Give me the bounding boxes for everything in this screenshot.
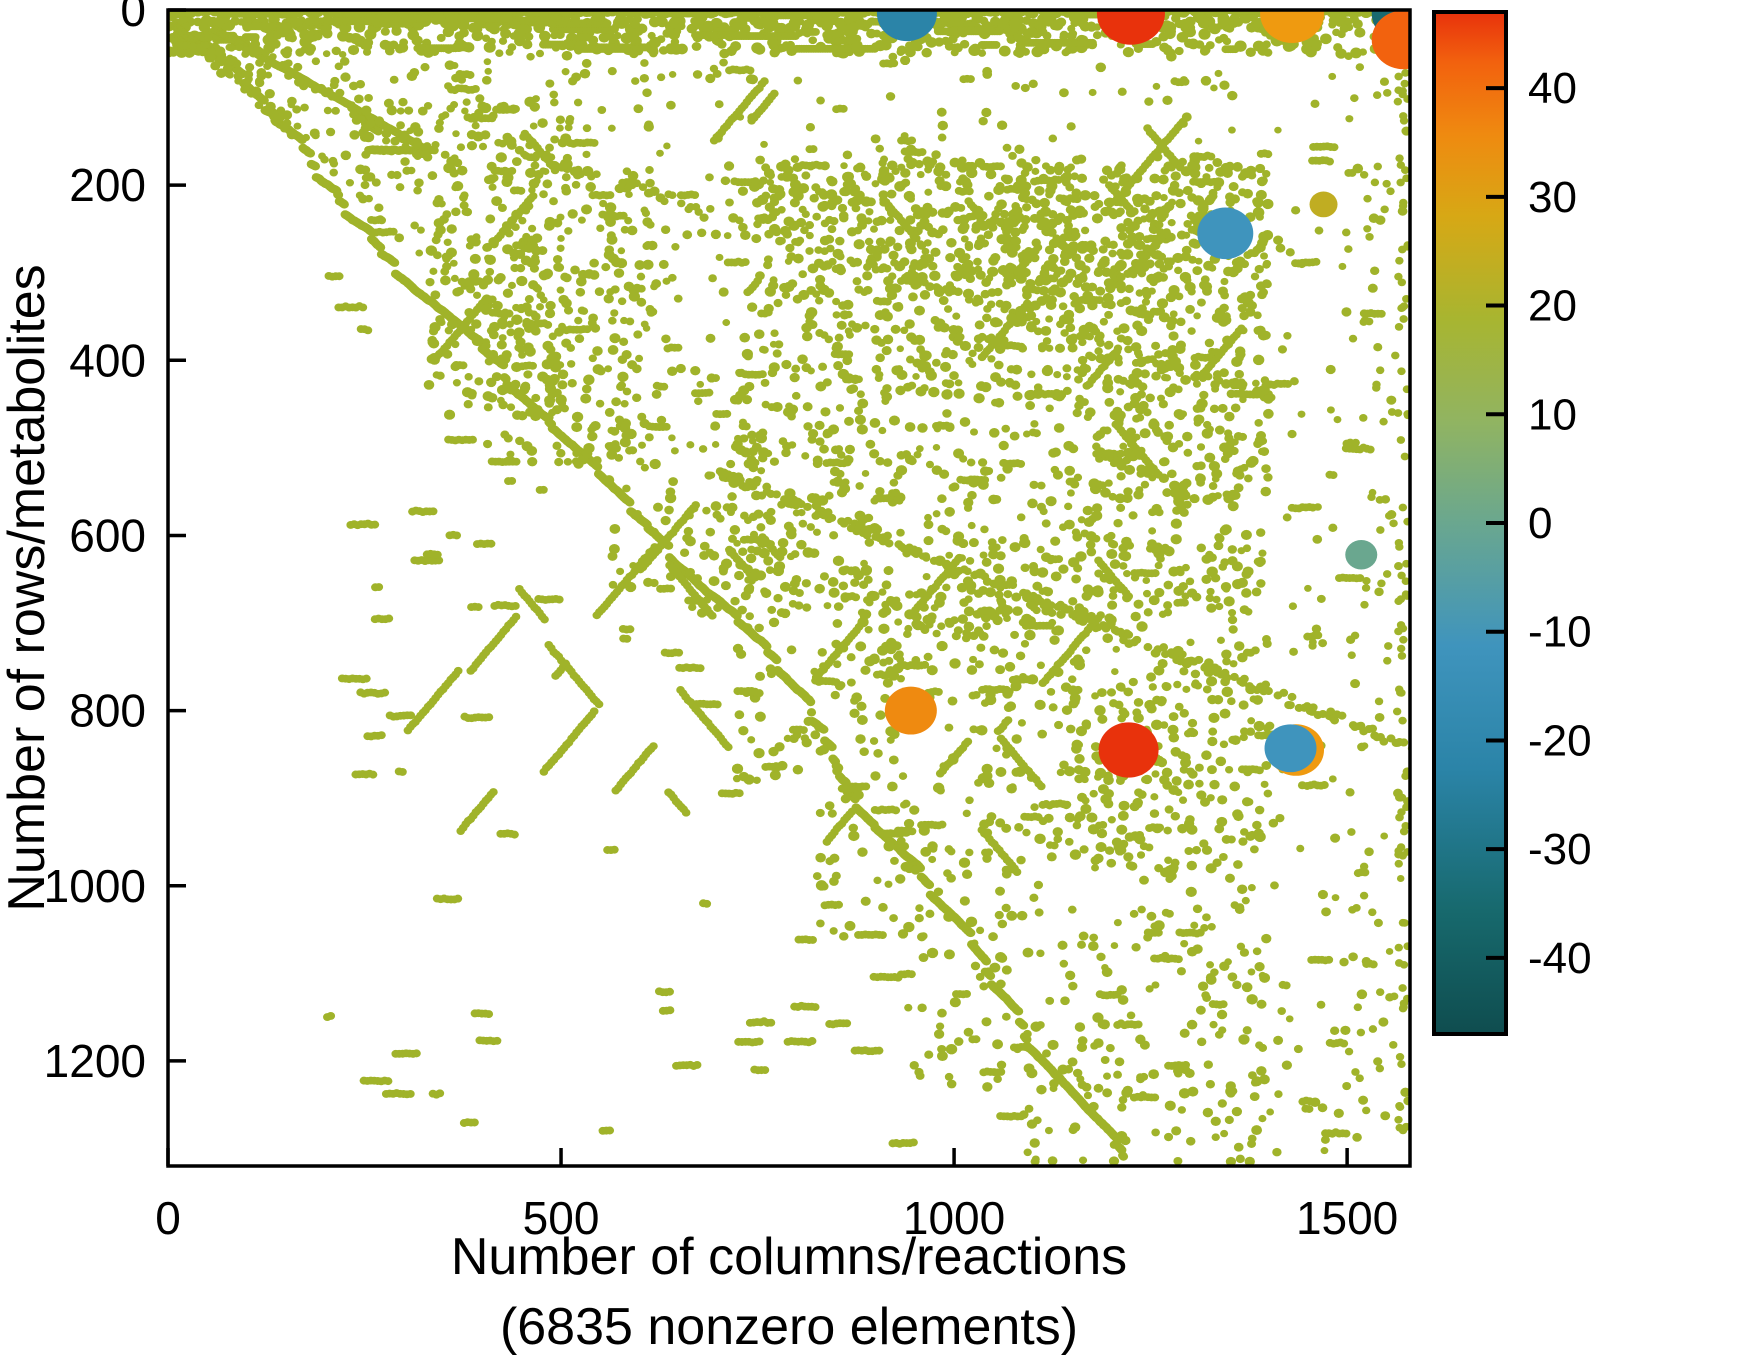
nonzero-marker — [1257, 45, 1269, 56]
nonzero-marker — [1219, 33, 1229, 43]
nonzero-marker — [808, 36, 818, 45]
nonzero-marker — [579, 31, 591, 42]
nonzero-markers — [168, 10, 1410, 1166]
nonzero-marker — [1350, 47, 1362, 59]
nonzero-marker — [1067, 24, 1076, 33]
nonzero-marker — [959, 39, 970, 49]
nonzero-marker — [399, 38, 409, 47]
nonzero-marker — [1013, 33, 1024, 43]
nonzero-marker — [538, 30, 551, 42]
nonzero-marker — [380, 27, 390, 36]
nonzero-marker — [500, 28, 512, 39]
nonzero-marker — [648, 46, 659, 57]
nonzero-marker — [587, 35, 599, 45]
nonzero-marker — [1061, 48, 1070, 57]
nonzero-marker — [173, 10, 184, 19]
nonzero-marker — [1354, 27, 1366, 38]
nonzero-marker — [168, 46, 176, 57]
nonzero-marker — [654, 15, 667, 27]
nonzero-marker — [771, 47, 781, 56]
nonzero-marker — [670, 37, 680, 46]
nonzero-marker — [1163, 45, 1173, 53]
nonzero-marker — [1066, 31, 1077, 41]
nonzero-marker — [454, 31, 465, 41]
nonzero-marker — [1093, 23, 1102, 31]
nonzero-marker — [881, 35, 893, 46]
nonzero-marker — [535, 49, 545, 58]
nonzero-marker — [193, 17, 203, 27]
nonzero-marker — [665, 43, 678, 55]
nonzero-marker — [1245, 47, 1256, 58]
nonzero-marker — [348, 44, 360, 56]
nonzero-marker — [175, 47, 188, 58]
nonzero-marker — [1174, 46, 1184, 56]
nonzero-marker — [1006, 35, 1017, 44]
